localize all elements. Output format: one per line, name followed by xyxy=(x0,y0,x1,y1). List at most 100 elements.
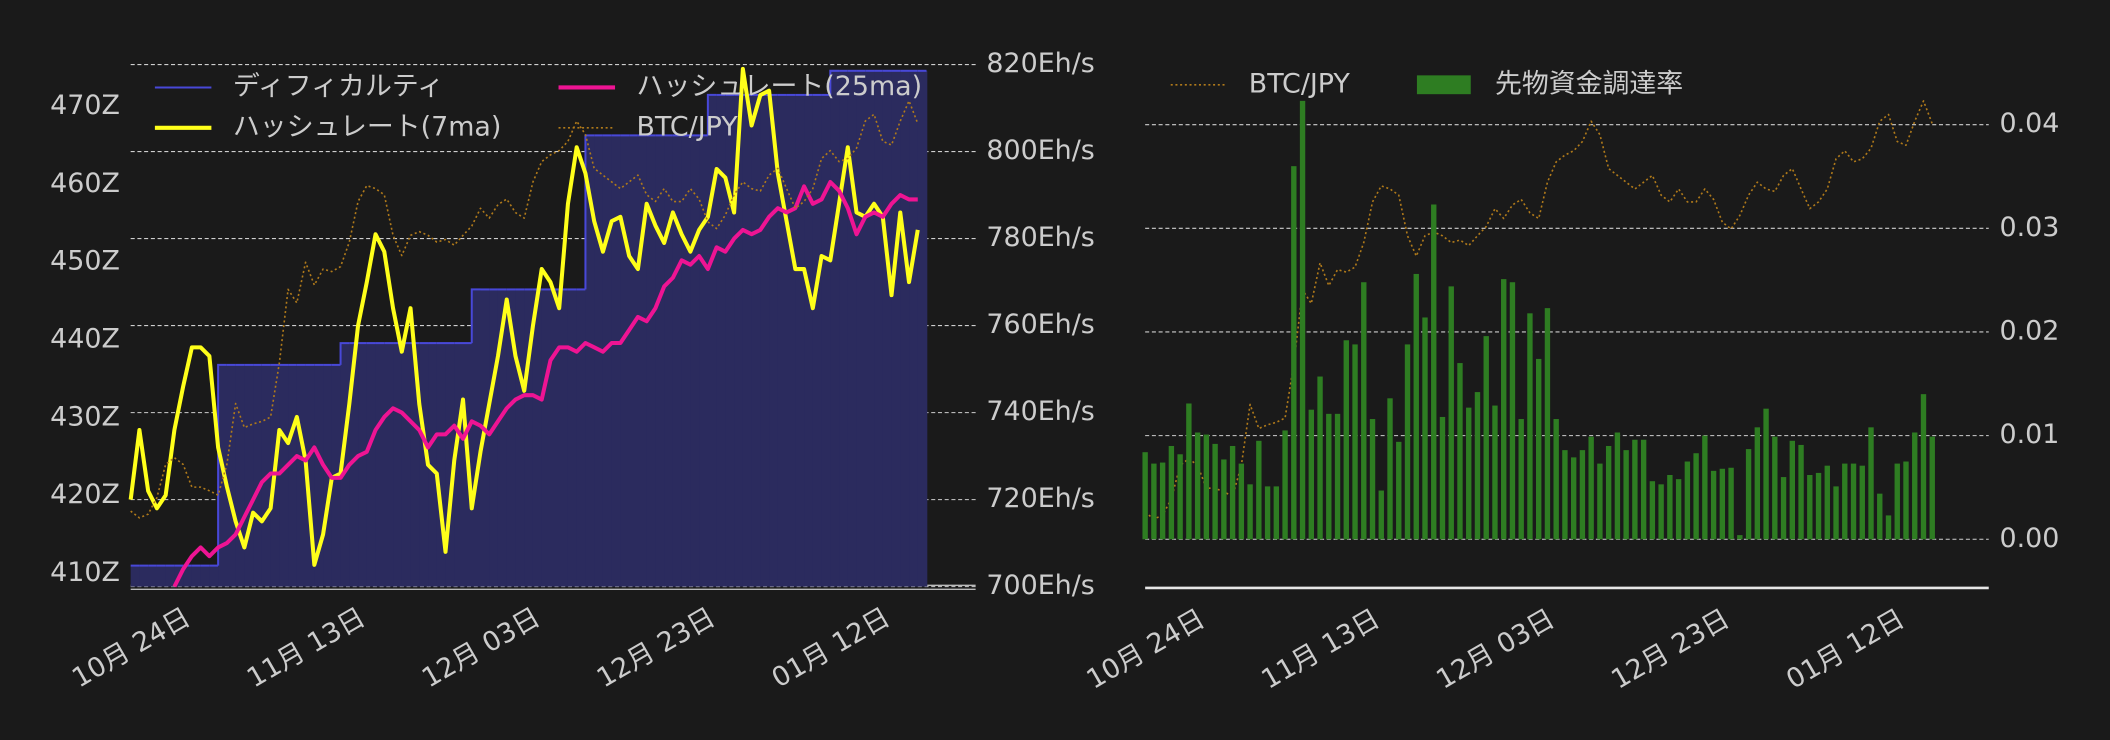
bar xyxy=(1833,486,1839,540)
difficulty-area xyxy=(393,343,403,587)
bar xyxy=(1168,445,1175,540)
bar xyxy=(1273,486,1280,540)
bar xyxy=(1632,439,1638,540)
bar xyxy=(1894,463,1900,540)
difficulty-area xyxy=(909,70,919,587)
difficulty-area xyxy=(497,289,508,587)
difficulty-area xyxy=(419,343,429,587)
bar xyxy=(1291,166,1297,540)
difficulty-area xyxy=(847,70,858,587)
bar xyxy=(1247,484,1253,540)
bar xyxy=(1536,358,1542,540)
bar xyxy=(1509,282,1516,540)
difficulty-area xyxy=(725,94,735,587)
difficulty-area xyxy=(585,135,595,587)
bar xyxy=(1431,204,1437,540)
legend-swatch xyxy=(1416,75,1471,95)
series-line xyxy=(128,66,920,567)
difficulty-area xyxy=(235,364,246,587)
bar xyxy=(1798,444,1804,540)
bar xyxy=(1807,474,1813,540)
difficulty-area xyxy=(130,565,141,587)
difficulty-area xyxy=(620,135,630,587)
bar xyxy=(1710,470,1717,540)
difficulty-step xyxy=(706,93,717,136)
bar xyxy=(1929,436,1935,540)
difficulty-area xyxy=(681,135,692,587)
difficulty-area xyxy=(672,135,683,587)
difficulty-step xyxy=(829,69,840,95)
bar xyxy=(1264,486,1271,540)
bar xyxy=(1413,273,1419,540)
bar xyxy=(1842,463,1848,540)
bar xyxy=(1212,443,1218,540)
y-tick-label: 420Z xyxy=(50,479,120,510)
bar xyxy=(1684,461,1691,540)
bar xyxy=(1361,282,1367,540)
difficulty-area xyxy=(900,70,910,587)
difficulty-area xyxy=(690,135,700,587)
difficulty-area xyxy=(244,364,254,587)
difficulty-area xyxy=(366,343,377,587)
difficulty-area xyxy=(882,70,893,587)
bar xyxy=(1229,445,1236,540)
y-tick-label: 460Z xyxy=(50,168,120,199)
difficulty-area xyxy=(804,94,814,587)
difficulty-area xyxy=(375,343,386,587)
difficulty-area xyxy=(340,343,351,587)
bar xyxy=(1702,435,1708,540)
difficulty-area xyxy=(139,565,149,587)
difficulty-area xyxy=(812,94,823,587)
bar xyxy=(1859,465,1865,540)
bar xyxy=(1396,441,1402,540)
legend-label: 先物資金調達率 xyxy=(1495,68,1683,99)
difficulty-area xyxy=(760,94,770,587)
difficulty-area xyxy=(611,135,622,587)
difficulty-area xyxy=(602,135,613,587)
bar xyxy=(1588,436,1594,540)
difficulty-area xyxy=(200,565,211,587)
difficulty-area xyxy=(305,364,316,587)
legend-label: BTC/JPY xyxy=(1249,68,1351,99)
bar xyxy=(1422,317,1428,540)
y-tick-label: 740Eh/s xyxy=(986,396,1094,427)
difficulty-area xyxy=(410,343,421,587)
bar xyxy=(1903,461,1909,540)
y-tick-label: 0.04 xyxy=(2000,108,2060,139)
y-tick-label: 0.00 xyxy=(2000,523,2060,554)
difficulty-area xyxy=(506,289,517,587)
difficulty-area xyxy=(471,289,482,587)
bar xyxy=(1877,493,1883,540)
difficulty-area xyxy=(716,94,727,587)
bar xyxy=(1308,409,1314,540)
y-tick-label: 410Z xyxy=(50,557,120,588)
bar xyxy=(1570,457,1577,540)
difficulty-area xyxy=(253,364,263,587)
bar xyxy=(1728,467,1734,540)
difficulty-area xyxy=(358,343,368,587)
difficulty-area xyxy=(191,565,202,587)
difficulty-area xyxy=(734,94,744,587)
y-tick-label: 720Eh/s xyxy=(986,483,1094,514)
difficulty-area xyxy=(821,94,832,587)
bar xyxy=(1667,474,1673,540)
bar xyxy=(1238,463,1245,540)
bar xyxy=(1527,313,1533,540)
difficulty-area xyxy=(865,70,875,587)
difficulty-area xyxy=(515,289,526,587)
bar xyxy=(1658,484,1664,540)
bar xyxy=(1912,432,1918,540)
y-tick-label: 0.01 xyxy=(2000,419,2060,450)
difficulty-area xyxy=(751,94,762,587)
legend-label: ディフィカルティ xyxy=(233,71,444,102)
bar xyxy=(1868,427,1874,540)
bar xyxy=(1466,407,1472,540)
bar xyxy=(1387,398,1393,540)
difficulty-area xyxy=(777,94,788,587)
difficulty-area xyxy=(524,289,534,587)
difficulty-area xyxy=(830,70,840,587)
difficulty-area xyxy=(559,289,569,587)
bar xyxy=(1501,279,1507,540)
bar xyxy=(1221,459,1227,540)
difficulty-area xyxy=(349,343,359,587)
